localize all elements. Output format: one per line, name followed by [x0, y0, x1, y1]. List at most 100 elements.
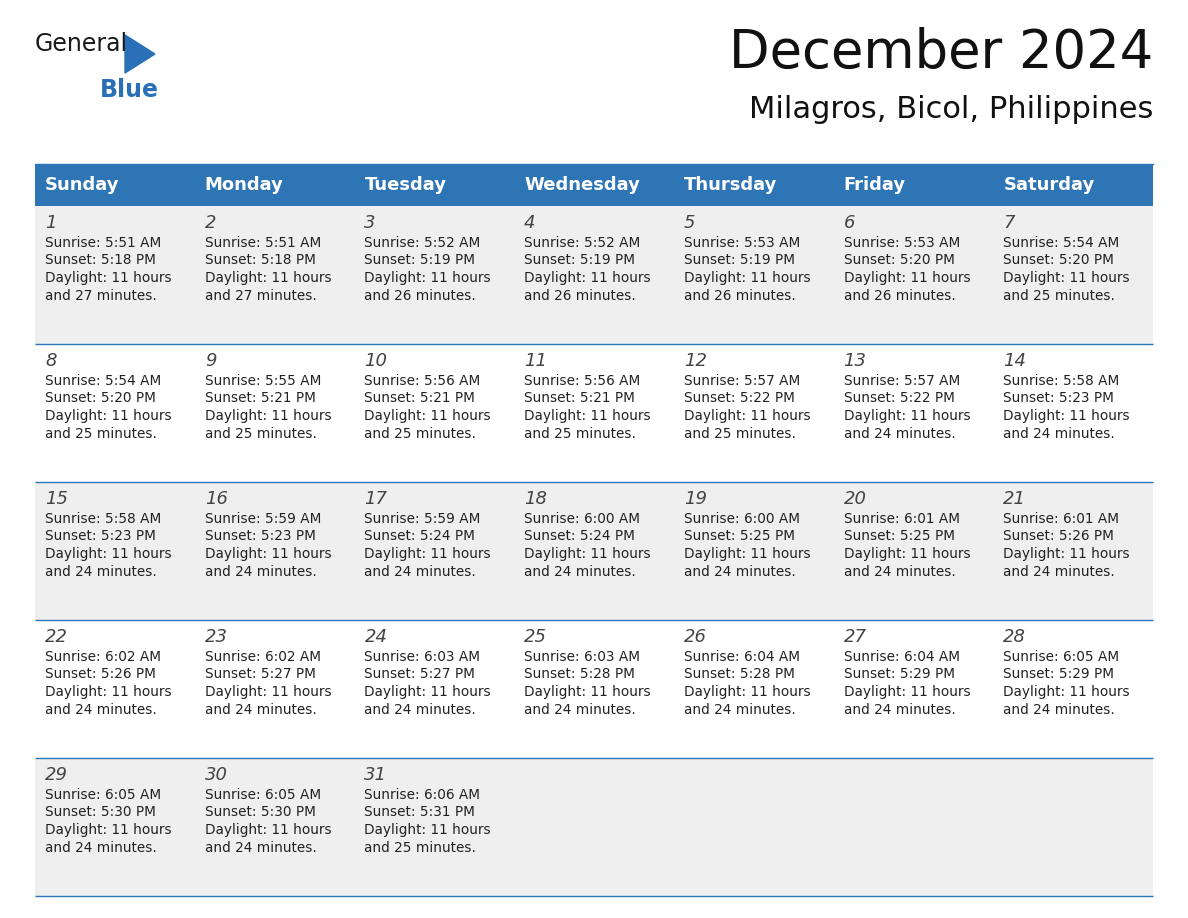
Text: Daylight: 11 hours: Daylight: 11 hours	[1004, 271, 1130, 285]
Bar	[34, 164, 195, 206]
Text: 13: 13	[843, 352, 866, 370]
Text: and 24 minutes.: and 24 minutes.	[45, 702, 157, 717]
Text: Blue: Blue	[100, 78, 159, 102]
Text: Daylight: 11 hours: Daylight: 11 hours	[204, 685, 331, 699]
Text: Sunset: 5:24 PM: Sunset: 5:24 PM	[524, 530, 636, 543]
Text: Daylight: 11 hours: Daylight: 11 hours	[45, 547, 171, 561]
Text: and 24 minutes.: and 24 minutes.	[45, 841, 157, 855]
Text: Sunrise: 5:56 AM: Sunrise: 5:56 AM	[365, 374, 481, 388]
Text: Sunrise: 5:58 AM: Sunrise: 5:58 AM	[45, 512, 162, 526]
Text: Daylight: 11 hours: Daylight: 11 hours	[684, 685, 810, 699]
Bar	[834, 164, 993, 206]
Text: and 26 minutes.: and 26 minutes.	[684, 288, 796, 303]
Text: and 25 minutes.: and 25 minutes.	[524, 427, 636, 441]
Text: and 24 minutes.: and 24 minutes.	[1004, 565, 1116, 578]
Text: Sunrise: 5:56 AM: Sunrise: 5:56 AM	[524, 374, 640, 388]
Text: and 24 minutes.: and 24 minutes.	[204, 565, 316, 578]
Text: Daylight: 11 hours: Daylight: 11 hours	[843, 547, 971, 561]
Text: 21: 21	[1004, 490, 1026, 508]
Text: Sunset: 5:23 PM: Sunset: 5:23 PM	[204, 530, 316, 543]
Text: 14: 14	[1004, 352, 1026, 370]
Bar	[354, 164, 514, 206]
Text: Sunset: 5:27 PM: Sunset: 5:27 PM	[204, 667, 316, 681]
Text: 10: 10	[365, 352, 387, 370]
Text: Sunset: 5:28 PM: Sunset: 5:28 PM	[684, 667, 795, 681]
Text: and 24 minutes.: and 24 minutes.	[843, 702, 955, 717]
Text: Sunset: 5:25 PM: Sunset: 5:25 PM	[843, 530, 955, 543]
Text: Sunrise: 6:02 AM: Sunrise: 6:02 AM	[45, 650, 162, 664]
Text: Sunrise: 5:58 AM: Sunrise: 5:58 AM	[1004, 374, 1119, 388]
Text: Sunrise: 6:06 AM: Sunrise: 6:06 AM	[365, 788, 480, 802]
Text: Sunset: 5:18 PM: Sunset: 5:18 PM	[45, 253, 156, 267]
Text: and 24 minutes.: and 24 minutes.	[204, 702, 316, 717]
Text: Daylight: 11 hours: Daylight: 11 hours	[45, 409, 171, 423]
Text: Daylight: 11 hours: Daylight: 11 hours	[843, 271, 971, 285]
Text: Daylight: 11 hours: Daylight: 11 hours	[365, 409, 491, 423]
Text: Daylight: 11 hours: Daylight: 11 hours	[684, 547, 810, 561]
Text: Sunset: 5:21 PM: Sunset: 5:21 PM	[204, 391, 316, 406]
Text: Sunset: 5:26 PM: Sunset: 5:26 PM	[45, 667, 156, 681]
Text: Sunset: 5:30 PM: Sunset: 5:30 PM	[204, 805, 316, 820]
Text: 25: 25	[524, 628, 548, 646]
Text: and 27 minutes.: and 27 minutes.	[45, 288, 157, 303]
Text: Friday: Friday	[843, 176, 905, 194]
Text: Sunrise: 5:54 AM: Sunrise: 5:54 AM	[45, 374, 162, 388]
Text: 24: 24	[365, 628, 387, 646]
Text: Daylight: 11 hours: Daylight: 11 hours	[843, 685, 971, 699]
Text: Sunday: Sunday	[45, 176, 120, 194]
Text: and 25 minutes.: and 25 minutes.	[1004, 288, 1116, 303]
Text: Daylight: 11 hours: Daylight: 11 hours	[365, 547, 491, 561]
Text: 4: 4	[524, 214, 536, 232]
Text: 30: 30	[204, 766, 228, 784]
Text: and 27 minutes.: and 27 minutes.	[204, 288, 316, 303]
Text: Daylight: 11 hours: Daylight: 11 hours	[365, 823, 491, 837]
Text: Sunrise: 5:59 AM: Sunrise: 5:59 AM	[204, 512, 321, 526]
Text: Sunset: 5:27 PM: Sunset: 5:27 PM	[365, 667, 475, 681]
Text: Daylight: 11 hours: Daylight: 11 hours	[204, 547, 331, 561]
Text: 3: 3	[365, 214, 375, 232]
Text: Sunrise: 6:03 AM: Sunrise: 6:03 AM	[365, 650, 480, 664]
Text: 1: 1	[45, 214, 57, 232]
Text: Sunrise: 6:03 AM: Sunrise: 6:03 AM	[524, 650, 640, 664]
Text: Sunset: 5:18 PM: Sunset: 5:18 PM	[204, 253, 316, 267]
Text: 20: 20	[843, 490, 866, 508]
Text: Daylight: 11 hours: Daylight: 11 hours	[684, 409, 810, 423]
Text: and 25 minutes.: and 25 minutes.	[365, 427, 476, 441]
Text: Sunset: 5:30 PM: Sunset: 5:30 PM	[45, 805, 156, 820]
Text: Daylight: 11 hours: Daylight: 11 hours	[524, 547, 651, 561]
Text: Daylight: 11 hours: Daylight: 11 hours	[45, 823, 171, 837]
Text: 23: 23	[204, 628, 228, 646]
Text: Daylight: 11 hours: Daylight: 11 hours	[45, 685, 171, 699]
Text: Sunset: 5:23 PM: Sunset: 5:23 PM	[1004, 391, 1114, 406]
Text: Tuesday: Tuesday	[365, 176, 447, 194]
Bar	[34, 206, 1154, 344]
Text: Sunrise: 6:05 AM: Sunrise: 6:05 AM	[45, 788, 162, 802]
Polygon shape	[125, 35, 154, 73]
Text: 26: 26	[684, 628, 707, 646]
Text: 9: 9	[204, 352, 216, 370]
Text: Sunrise: 5:51 AM: Sunrise: 5:51 AM	[204, 236, 321, 250]
Text: Daylight: 11 hours: Daylight: 11 hours	[204, 271, 331, 285]
Text: Sunrise: 5:54 AM: Sunrise: 5:54 AM	[1004, 236, 1119, 250]
Text: and 26 minutes.: and 26 minutes.	[843, 288, 955, 303]
Text: Sunset: 5:22 PM: Sunset: 5:22 PM	[843, 391, 954, 406]
Text: Wednesday: Wednesday	[524, 176, 640, 194]
Bar	[514, 164, 674, 206]
Text: Sunrise: 5:57 AM: Sunrise: 5:57 AM	[684, 374, 800, 388]
Text: 2: 2	[204, 214, 216, 232]
Text: 29: 29	[45, 766, 68, 784]
Bar	[993, 164, 1154, 206]
Text: and 26 minutes.: and 26 minutes.	[524, 288, 636, 303]
Text: Sunset: 5:20 PM: Sunset: 5:20 PM	[45, 391, 156, 406]
Text: Sunset: 5:20 PM: Sunset: 5:20 PM	[843, 253, 954, 267]
Text: 22: 22	[45, 628, 68, 646]
Text: Sunrise: 6:00 AM: Sunrise: 6:00 AM	[684, 512, 800, 526]
Bar	[34, 344, 1154, 482]
Text: Monday: Monday	[204, 176, 284, 194]
Text: and 24 minutes.: and 24 minutes.	[365, 565, 476, 578]
Text: Daylight: 11 hours: Daylight: 11 hours	[524, 271, 651, 285]
Text: Sunrise: 5:57 AM: Sunrise: 5:57 AM	[843, 374, 960, 388]
Text: Daylight: 11 hours: Daylight: 11 hours	[1004, 409, 1130, 423]
Text: and 24 minutes.: and 24 minutes.	[684, 702, 796, 717]
Bar	[34, 482, 1154, 620]
